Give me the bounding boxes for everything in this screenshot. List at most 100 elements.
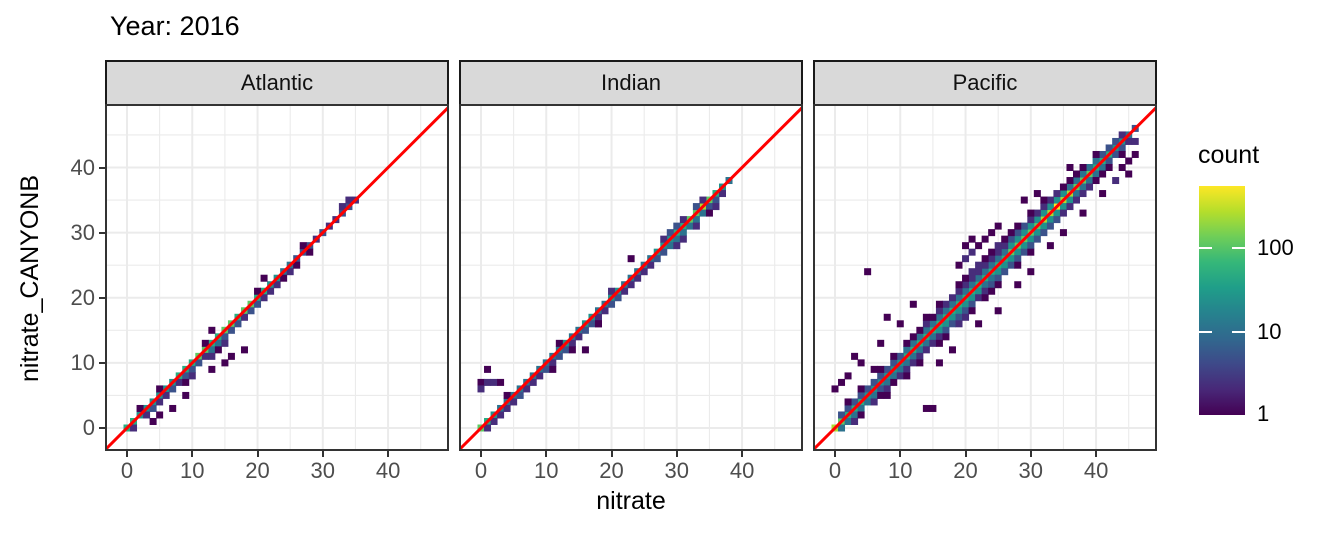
- x-tick-label: 10: [180, 458, 205, 483]
- count-bin: [1125, 137, 1133, 145]
- count-bin: [929, 404, 937, 412]
- count-bin: [1112, 150, 1120, 158]
- count-bin: [935, 326, 943, 334]
- count-bin: [988, 248, 996, 256]
- count-bin: [1125, 157, 1133, 165]
- count-bin: [942, 333, 950, 341]
- count-bin: [568, 346, 576, 354]
- count-bin: [1118, 131, 1126, 139]
- count-bin: [1092, 170, 1100, 178]
- count-bin: [686, 222, 694, 230]
- count-bin: [1072, 196, 1080, 204]
- facet-strip-atlantic: Atlantic: [105, 60, 449, 106]
- count-bin: [660, 248, 668, 256]
- count-bin: [955, 287, 963, 295]
- count-bin: [1033, 190, 1041, 198]
- x-tick-label: 20: [245, 458, 270, 483]
- facet-strip-indian: Indian: [459, 60, 803, 106]
- count-bin: [988, 287, 996, 295]
- count-bin: [994, 248, 1002, 256]
- count-bin: [260, 274, 268, 282]
- facet-panel-pacific: [813, 104, 1157, 451]
- count-bin: [1053, 196, 1061, 204]
- count-bin: [922, 339, 930, 347]
- count-bin: [955, 261, 963, 269]
- count-bin: [1118, 164, 1126, 171]
- count-bin: [935, 313, 943, 321]
- count-bin: [497, 378, 505, 386]
- count-bin: [1020, 248, 1028, 256]
- x-tick-label: 40: [375, 458, 401, 483]
- count-bin: [195, 359, 203, 367]
- count-bin: [857, 359, 865, 367]
- count-bin: [890, 352, 898, 360]
- count-bin: [988, 274, 996, 282]
- count-bin: [975, 242, 983, 250]
- count-bin: [1027, 248, 1035, 256]
- count-bin: [156, 398, 164, 406]
- count-bin: [1086, 183, 1094, 191]
- count-bin: [130, 424, 138, 432]
- y-tick-label: 10: [70, 349, 95, 375]
- count-bin: [1112, 177, 1120, 185]
- y-tick-mark: [99, 361, 105, 364]
- count-bin: [877, 385, 885, 393]
- count-bin: [1072, 170, 1080, 178]
- x-tick-label: 40: [1083, 458, 1109, 483]
- count-bin: [1040, 203, 1048, 211]
- count-bin: [221, 359, 229, 367]
- count-bin: [1118, 144, 1126, 152]
- count-bin: [929, 339, 937, 347]
- legend-tick-label: 10: [1257, 319, 1282, 344]
- count-bin: [994, 268, 1002, 276]
- count-bin: [1040, 222, 1048, 230]
- count-bin: [1066, 164, 1074, 171]
- count-bin: [838, 411, 846, 419]
- count-bin: [935, 339, 943, 347]
- count-bin: [896, 372, 904, 380]
- count-bin: [1125, 170, 1133, 178]
- count-bin: [896, 365, 904, 373]
- count-bin: [864, 268, 872, 276]
- count-bin: [955, 281, 963, 289]
- x-tick-mark: [321, 451, 324, 457]
- count-bin: [1040, 209, 1048, 217]
- count-bin: [666, 242, 674, 250]
- count-bin: [962, 307, 970, 315]
- count-bin: [345, 196, 353, 204]
- count-bin: [844, 404, 852, 412]
- count-bin: [136, 404, 144, 412]
- y-axis-title: nitrate_CANYONB: [16, 174, 44, 382]
- count-bin: [851, 417, 859, 425]
- count-bin: [909, 359, 917, 367]
- count-bin: [581, 346, 589, 354]
- count-bin: [857, 391, 865, 399]
- count-bin: [916, 352, 924, 360]
- count-bin: [955, 294, 963, 302]
- count-bin: [660, 235, 668, 243]
- count-bin: [883, 313, 891, 321]
- count-bin: [1066, 203, 1074, 211]
- count-bin: [188, 365, 196, 373]
- count-bin: [240, 346, 248, 354]
- count-bin: [935, 307, 943, 315]
- count-bin: [490, 378, 498, 386]
- count-bin: [896, 320, 904, 328]
- x-tick-mark: [191, 451, 194, 457]
- count-bin: [490, 417, 498, 425]
- count-bin: [975, 320, 983, 328]
- count-bin: [981, 281, 989, 289]
- count-bin: [1020, 229, 1028, 237]
- count-bin: [975, 261, 983, 269]
- count-bin: [994, 307, 1002, 315]
- x-tick-label: 20: [953, 458, 978, 483]
- count-bin: [201, 339, 209, 347]
- count-bin: [1072, 177, 1080, 185]
- legend-tick: [1232, 331, 1245, 333]
- count-bin: [1014, 235, 1022, 243]
- count-bin: [601, 307, 609, 315]
- count-bin: [1014, 261, 1022, 269]
- count-bin: [510, 398, 518, 406]
- count-bin: [1007, 235, 1015, 243]
- count-bin: [1099, 164, 1107, 171]
